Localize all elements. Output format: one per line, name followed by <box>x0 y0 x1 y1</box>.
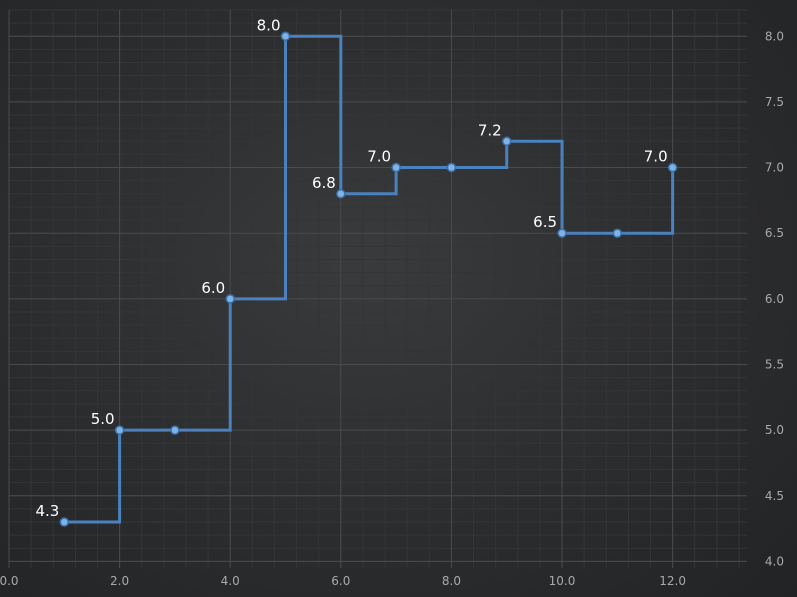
x-tick-label: 2.0 <box>110 574 129 588</box>
data-label: 7.2 <box>478 121 502 139</box>
y-tick-label: 7.5 <box>765 95 784 109</box>
data-label: 8.0 <box>257 16 281 34</box>
data-point-marker <box>446 162 457 173</box>
grid-lines <box>8 9 747 568</box>
data-point-marker <box>501 136 512 147</box>
series-step-line <box>64 34 675 524</box>
x-tick-label: 6.0 <box>331 574 350 588</box>
data-label: 6.5 <box>533 213 557 231</box>
data-label: 6.8 <box>312 174 336 192</box>
y-tick-label: 8.0 <box>765 29 784 43</box>
x-tick-label: 8.0 <box>442 574 461 588</box>
data-point-marker <box>59 517 70 527</box>
y-tick-label: 5.0 <box>765 423 784 437</box>
data-label: 4.3 <box>35 502 59 520</box>
data-point-marker <box>114 425 125 435</box>
data-point-marker <box>667 162 678 173</box>
x-tick-label: 0.0 <box>0 574 19 588</box>
data-label: 7.0 <box>367 148 391 166</box>
y-tick-label: 5.5 <box>765 357 784 371</box>
data-point-marker <box>557 228 567 238</box>
data-point-marker <box>391 162 401 173</box>
data-point-marker <box>280 31 291 42</box>
x-tick-label: 12.0 <box>659 574 686 588</box>
x-tick-label: 10.0 <box>549 574 576 588</box>
data-point-marker <box>336 189 346 199</box>
x-tick-label: 4.0 <box>221 574 240 588</box>
data-label: 7.0 <box>644 148 668 166</box>
data-point-marker <box>170 425 180 435</box>
data-point-marker <box>612 228 623 238</box>
data-label: 6.0 <box>201 279 225 297</box>
data-point-marker <box>225 294 235 304</box>
data-label: 5.0 <box>91 410 115 428</box>
y-tick-label: 6.5 <box>765 226 784 240</box>
y-tick-label: 6.0 <box>765 292 784 306</box>
y-tick-label: 7.0 <box>765 161 784 175</box>
y-tick-label: 4.0 <box>765 554 784 568</box>
y-tick-label: 4.5 <box>765 489 784 503</box>
